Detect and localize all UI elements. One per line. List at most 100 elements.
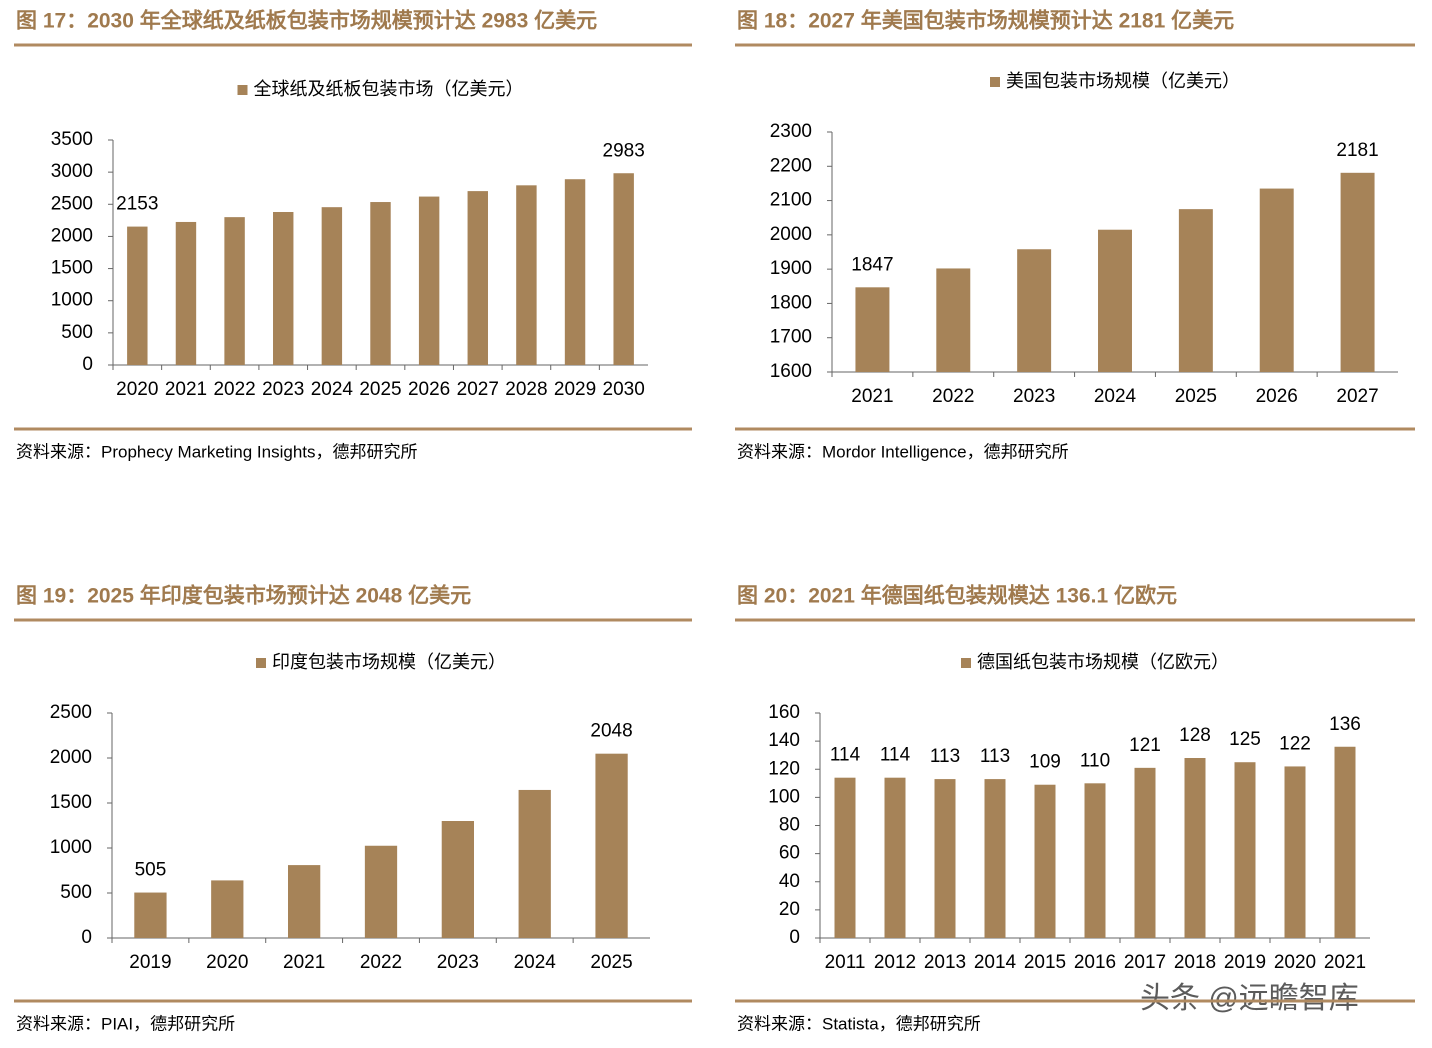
- data-label: 109: [1029, 752, 1061, 773]
- bar: [321, 207, 343, 365]
- bar: [273, 212, 294, 365]
- data-label: 2048: [590, 721, 632, 742]
- y-tick-label: 1500: [50, 792, 92, 813]
- data-label: 114: [880, 745, 911, 766]
- x-tick-label: 2025: [590, 952, 632, 973]
- figure-title: 图 18：2027 年美国包装市场规模预计达 2181 亿美元: [737, 9, 1234, 33]
- bar: [467, 191, 488, 365]
- bar: [884, 777, 906, 938]
- bar: [834, 777, 856, 938]
- x-tick-label: 2020: [1274, 952, 1316, 973]
- figure-title: 图 19：2025 年印度包装市场预计达 2048 亿美元: [16, 584, 471, 608]
- bar: [934, 779, 956, 938]
- x-tick-label: 2019: [129, 952, 171, 973]
- x-tick-label: 2027: [457, 379, 499, 400]
- bar: [984, 779, 1006, 938]
- y-tick-label: 0: [82, 354, 93, 375]
- y-tick-label: 1700: [770, 327, 812, 348]
- x-tick-label: 2011: [825, 952, 866, 973]
- x-tick-label: 2021: [851, 386, 893, 407]
- bar: [418, 196, 440, 365]
- watermark: 头条 @远瞻智库: [1140, 982, 1359, 1015]
- bar: [1334, 746, 1356, 938]
- bar: [1259, 188, 1294, 372]
- x-tick-label: 2022: [213, 379, 255, 400]
- x-tick-label: 2021: [1324, 952, 1366, 973]
- x-tick-label: 2028: [505, 379, 547, 400]
- x-tick-label: 2025: [1175, 386, 1217, 407]
- bar: [364, 845, 398, 938]
- y-tick-label: 500: [61, 322, 93, 343]
- bar: [175, 221, 197, 365]
- figure-title: 图 20：2021 年德国纸包装规模达 136.1 亿欧元: [737, 584, 1177, 608]
- legend-swatch: [256, 658, 266, 668]
- data-label: 113: [930, 746, 960, 767]
- x-tick-label: 2024: [514, 952, 557, 973]
- legend-swatch: [990, 77, 1000, 87]
- x-tick-label: 2023: [437, 952, 479, 973]
- legend-swatch: [237, 85, 248, 95]
- y-tick-label: 3500: [51, 129, 93, 150]
- legend-label: 德国纸包装市场规模（亿欧元）: [977, 652, 1229, 672]
- x-tick-label: 2022: [932, 386, 974, 407]
- x-tick-label: 2021: [283, 952, 325, 973]
- bar: [1234, 762, 1256, 938]
- y-tick-label: 1000: [50, 837, 92, 858]
- data-label: 128: [1179, 725, 1211, 746]
- bar: [518, 789, 551, 938]
- legend-label: 印度包装市场规模（亿美元）: [272, 652, 506, 672]
- bar: [1084, 783, 1106, 938]
- data-label: 114: [830, 745, 861, 766]
- y-tick-label: 140: [768, 730, 800, 751]
- x-tick-label: 2014: [974, 952, 1017, 973]
- bar: [1098, 229, 1132, 372]
- x-tick-label: 2018: [1174, 952, 1216, 973]
- data-label: 1847: [851, 254, 893, 275]
- x-tick-label: 2023: [262, 379, 304, 400]
- y-tick-label: 2000: [51, 225, 93, 246]
- bar: [127, 226, 148, 365]
- y-tick-label: 1900: [770, 258, 812, 279]
- bar: [613, 173, 634, 365]
- y-tick-label: 2200: [770, 155, 812, 176]
- data-label: 121: [1129, 735, 1161, 756]
- bar: [441, 821, 474, 938]
- y-tick-label: 500: [60, 882, 92, 903]
- y-tick-label: 160: [768, 702, 800, 723]
- y-tick-label: 1800: [770, 292, 812, 313]
- data-label: 125: [1229, 729, 1261, 750]
- y-tick-label: 20: [779, 899, 800, 920]
- y-tick-label: 60: [779, 843, 800, 864]
- data-label: 2153: [116, 194, 158, 215]
- x-tick-label: 2023: [1013, 386, 1055, 407]
- bar: [595, 753, 628, 938]
- source: 资料来源：Prophecy Marketing Insights，德邦研究所: [16, 442, 418, 461]
- bar: [1184, 758, 1206, 938]
- bar: [564, 179, 586, 365]
- x-tick-label: 2020: [206, 952, 248, 973]
- y-tick-label: 1500: [51, 258, 93, 279]
- data-label: 113: [980, 746, 1010, 767]
- y-tick-label: 40: [779, 871, 800, 892]
- y-tick-label: 2500: [50, 702, 92, 723]
- bar: [516, 185, 537, 365]
- bar: [370, 202, 391, 365]
- bar: [224, 217, 245, 365]
- y-tick-label: 2500: [51, 193, 93, 214]
- x-tick-label: 2022: [360, 952, 402, 973]
- x-tick-label: 2021: [165, 379, 207, 400]
- legend-label: 全球纸及纸板包装市场（亿美元）: [254, 79, 524, 99]
- y-tick-label: 2000: [770, 224, 812, 245]
- y-tick-label: 1600: [770, 361, 812, 382]
- x-tick-label: 2029: [554, 379, 596, 400]
- data-label: 2181: [1336, 140, 1378, 161]
- bar: [1284, 766, 1306, 938]
- y-tick-label: 0: [789, 927, 800, 948]
- legend-label: 美国包装市场规模（亿美元）: [1006, 71, 1240, 91]
- bar: [1178, 209, 1213, 372]
- bar: [1017, 249, 1052, 372]
- x-tick-label: 2025: [359, 379, 401, 400]
- x-tick-label: 2016: [1074, 952, 1116, 973]
- x-tick-label: 2024: [1094, 386, 1137, 407]
